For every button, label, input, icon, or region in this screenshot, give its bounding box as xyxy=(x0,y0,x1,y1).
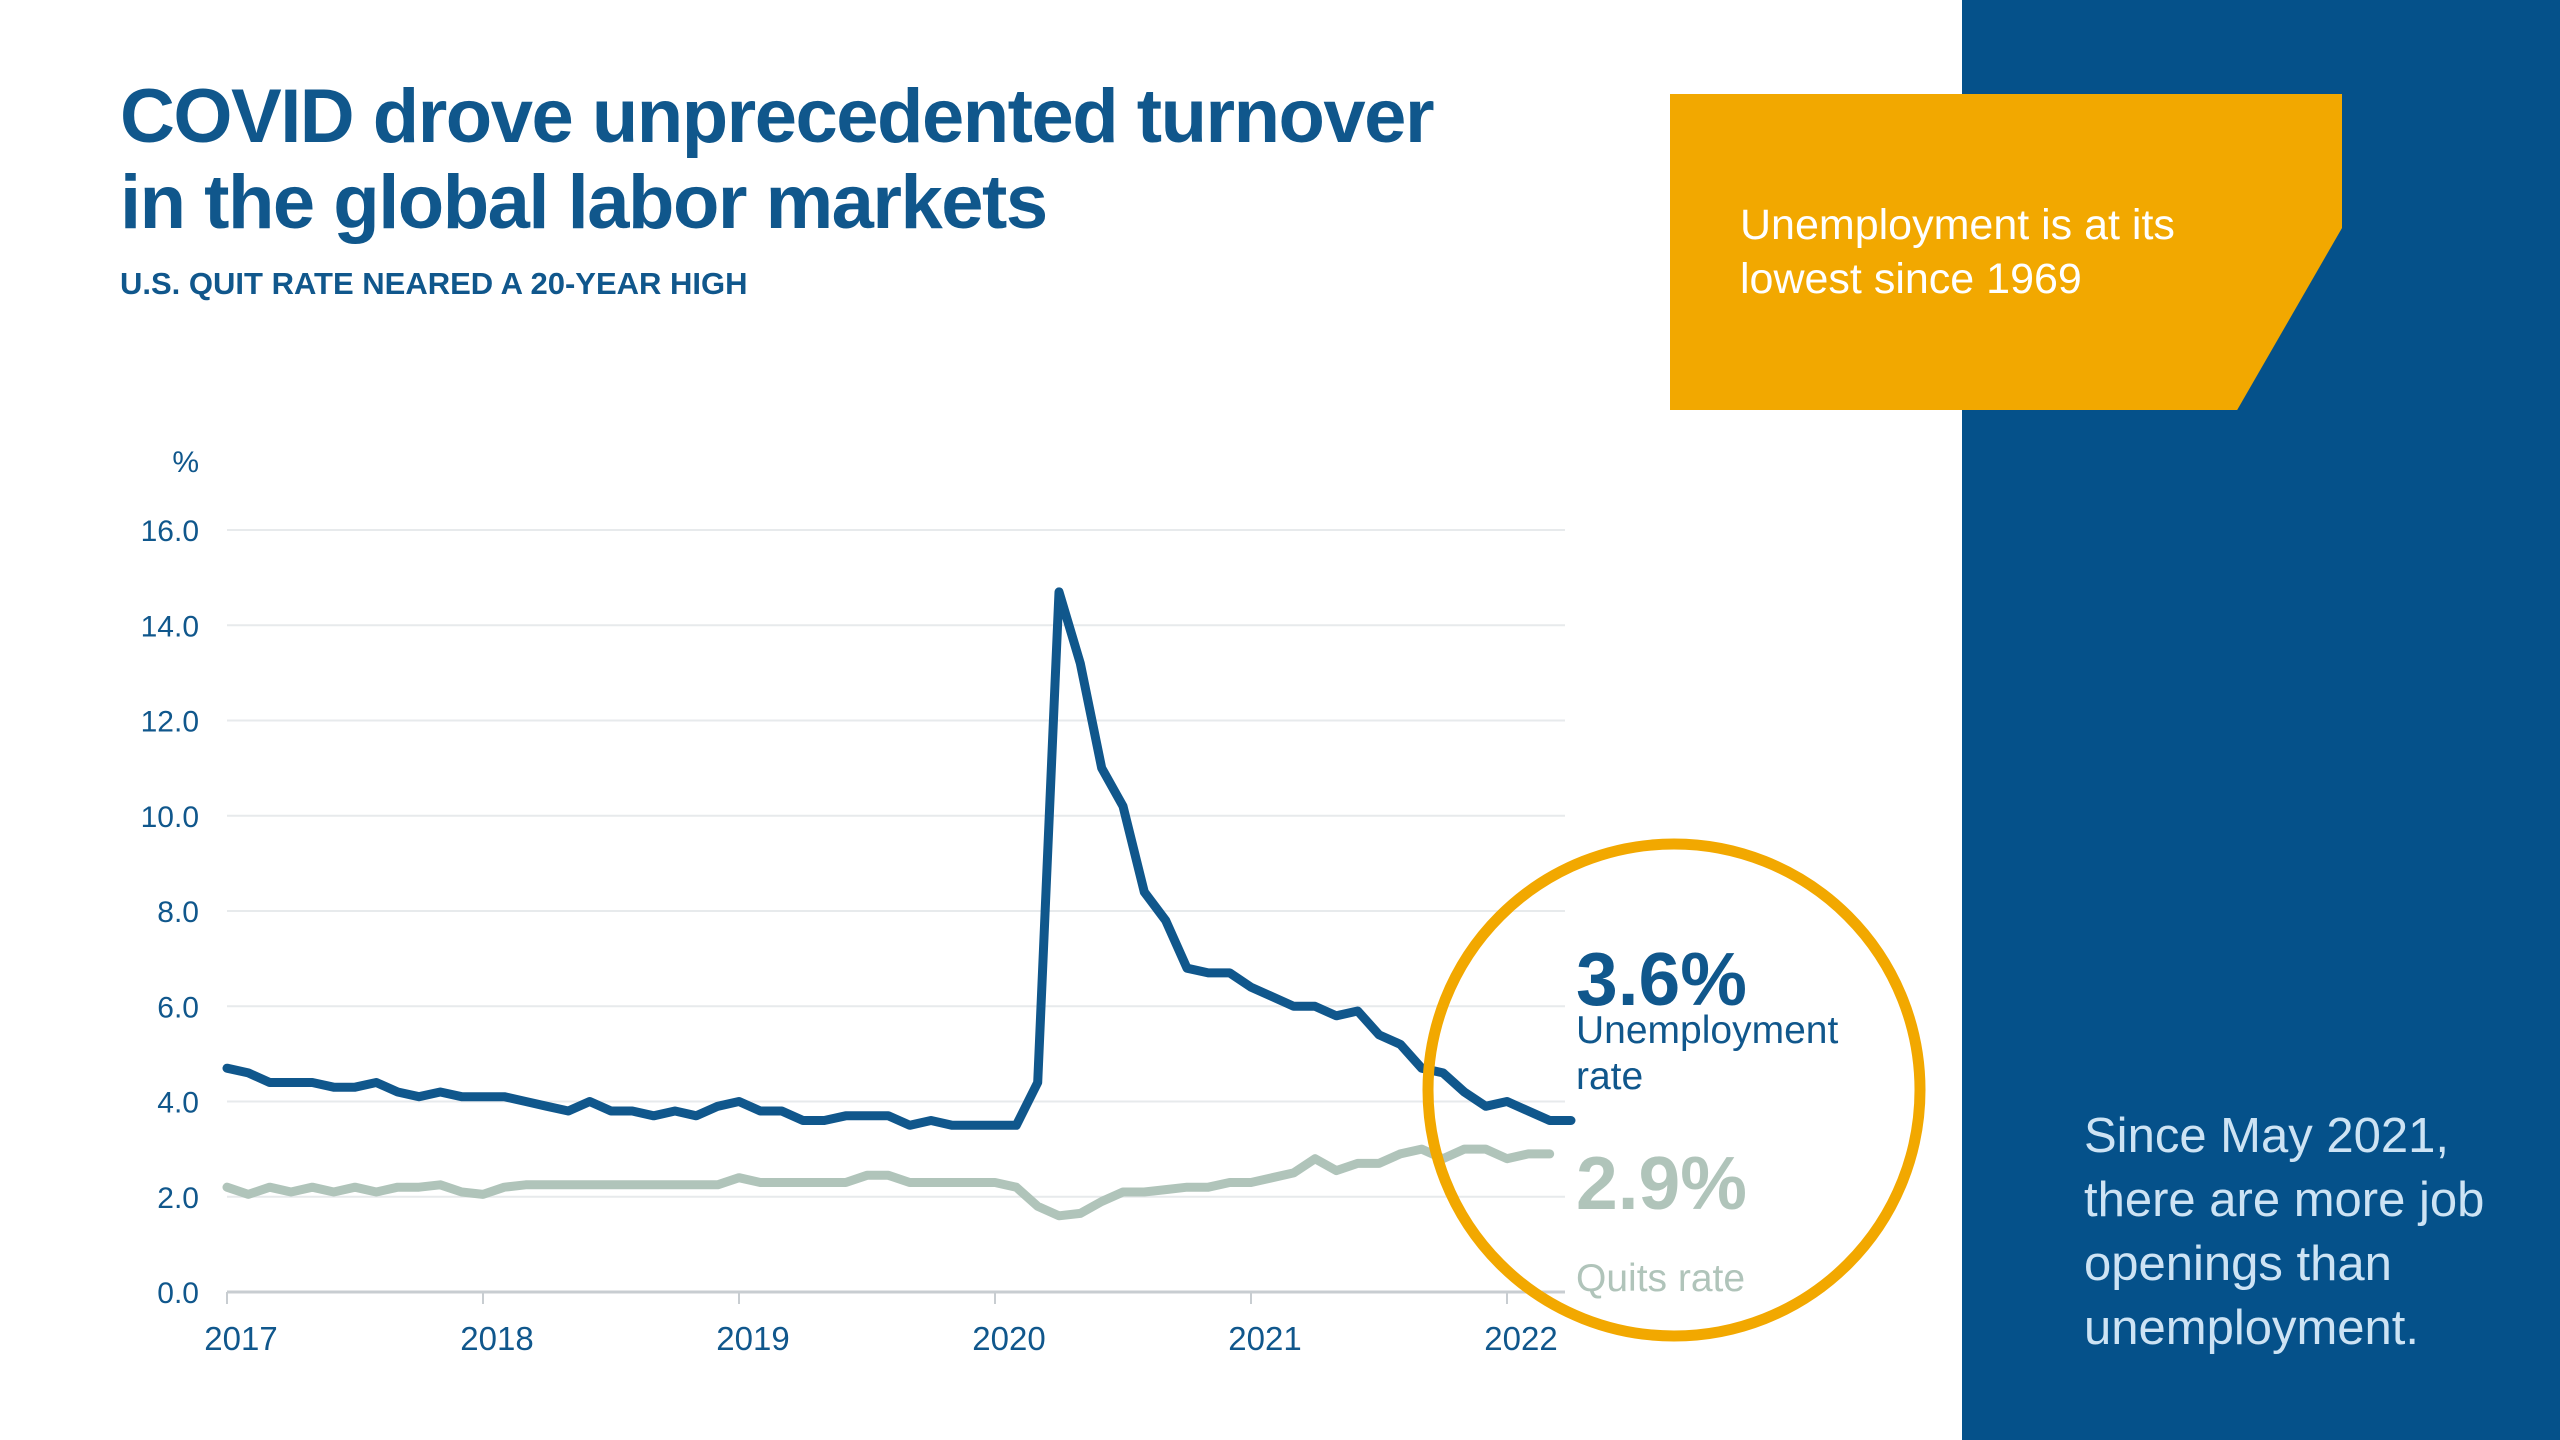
unemployment-rate-label: Unemployment rate xyxy=(1576,1008,1838,1100)
title-block: COVID drove unprecedented turnover in the… xyxy=(120,74,1435,302)
quits-rate-label: Quits rate xyxy=(1576,1257,1746,1300)
text-line: Unemployment xyxy=(1576,1009,1839,1052)
text-line: rate xyxy=(1576,1055,1644,1098)
y-tick-label: 14.0 xyxy=(141,610,199,643)
text-line: in the global labor markets xyxy=(120,160,1048,245)
y-tick-label: 6.0 xyxy=(157,991,199,1024)
page-subtitle: U.S. QUIT RATE NEARED A 20-YEAR HIGH xyxy=(120,266,748,301)
page-title: COVID drove unprecedented turnover in the… xyxy=(120,74,1435,246)
y-tick-label: 0.0 xyxy=(157,1277,199,1310)
text-line: COVID drove unprecedented turnover xyxy=(120,74,1435,159)
callout-box: Unemployment is at its lowest since 1969 xyxy=(1670,94,2342,410)
text-line: Unemployment is at its xyxy=(1740,201,2175,249)
highlight-circle xyxy=(1422,838,1926,1342)
y-tick-label: 10.0 xyxy=(141,801,199,834)
text-line: openings than xyxy=(2084,1237,2392,1291)
unemployment-rate-value: 3.6% xyxy=(1576,937,1747,1021)
series-line-unemployment-rate xyxy=(222,587,1576,1130)
x-tick-label: 2019 xyxy=(716,1320,789,1357)
x-tick-label: 2017 xyxy=(204,1320,277,1357)
x-tick-label: 2021 xyxy=(1228,1320,1301,1357)
sidebar-note: Since May 2021, there are more job opening… xyxy=(2084,1104,2484,1360)
y-tick-label: 4.0 xyxy=(157,1087,199,1120)
y-tick-label: 12.0 xyxy=(141,706,199,739)
callout-text: Unemployment is at its lowest since 1969 xyxy=(1740,198,2222,306)
x-tick-label: 2020 xyxy=(972,1320,1045,1357)
x-tick-label: 2022 xyxy=(1484,1320,1557,1357)
y-tick-label: 2.0 xyxy=(157,1182,199,1215)
y-axis-unit-label: % xyxy=(172,446,199,479)
y-tick-label: 16.0 xyxy=(141,515,199,548)
x-tick-label: 2018 xyxy=(460,1320,533,1357)
text-line: unemployment. xyxy=(2084,1301,2420,1355)
text-line: Since May 2021, xyxy=(2084,1109,2449,1163)
y-tick-label: 8.0 xyxy=(157,896,199,929)
text-line: lowest since 1969 xyxy=(1740,255,2082,303)
text-line: there are more job xyxy=(2084,1173,2485,1227)
series-line-quits-rate xyxy=(222,1144,1555,1221)
quits-rate-value: 2.9% xyxy=(1576,1141,1747,1225)
